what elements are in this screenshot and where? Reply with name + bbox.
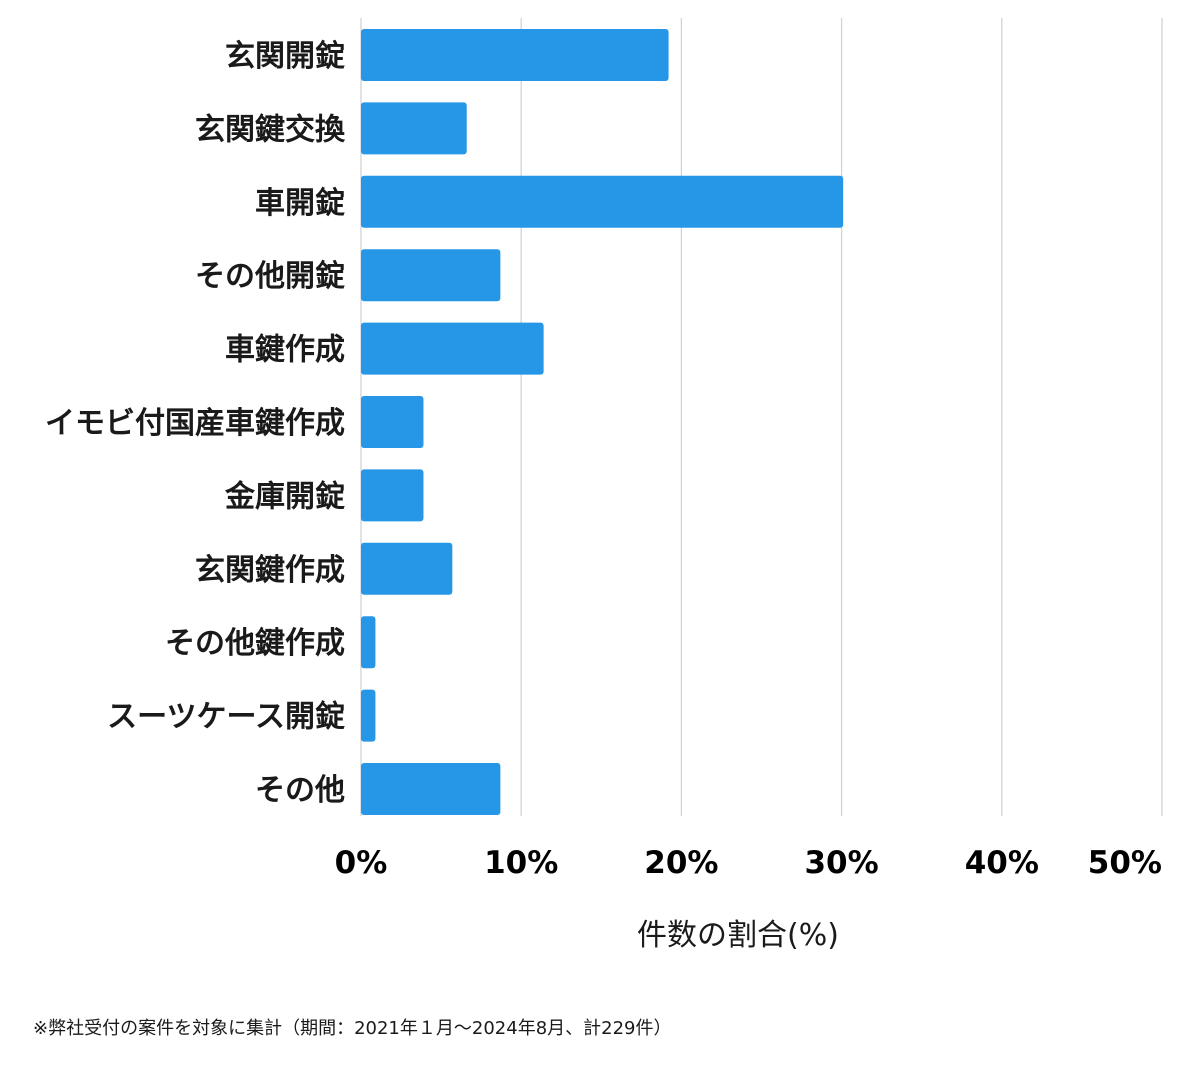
category-label: その他開錠 [195,259,345,294]
category-label: イモビ付国産車鍵作成 [45,406,345,441]
bar-8 [361,616,376,669]
x-tick-label: 10% [484,845,558,881]
bar-1 [361,102,467,155]
category-label: その他鍵作成 [165,626,345,661]
bar-2 [361,175,844,228]
category-label: 玄関鍵作成 [195,553,345,588]
bar-4 [361,322,544,375]
bar-chart: 玄関開錠玄関鍵交換車開錠その他開錠車鍵作成イモビ付国産車鍵作成金庫開錠玄関鍵作成… [45,18,1163,953]
bar-6 [361,469,424,522]
x-tick-label: 0% [335,845,388,881]
bars [361,29,844,815]
category-label: 車開錠 [255,186,345,221]
category-label: その他 [255,773,345,808]
x-tick-label: 30% [804,845,878,881]
x-axis-title: 件数の割合(%) [637,918,839,953]
gridlines [360,18,1163,816]
x-tick-labels: 0% 10% 20% 30% 40% 50% [335,845,1162,881]
bar-0 [361,29,669,81]
footnote: ※弊社受付の案件を対象に集計（期間：2021年１月～2024年8月、計229件） [33,1018,672,1039]
category-labels: 玄関開錠玄関鍵交換車開錠その他開錠車鍵作成イモビ付国産車鍵作成金庫開錠玄関鍵作成… [45,39,346,808]
bar-10 [361,763,501,815]
x-tick-label: 50% [1088,845,1162,881]
category-label: 車鍵作成 [225,333,345,368]
category-label: 玄関鍵交換 [195,112,346,147]
category-label: 玄関開錠 [225,39,345,74]
category-label: スーツケース開錠 [107,700,345,735]
x-tick-label: 40% [965,845,1039,881]
bar-3 [361,249,501,302]
bar-7 [361,542,453,595]
bar-9 [361,689,376,742]
bar-5 [361,396,424,448]
x-tick-label: 20% [644,845,718,881]
category-label: 金庫開錠 [224,479,345,514]
